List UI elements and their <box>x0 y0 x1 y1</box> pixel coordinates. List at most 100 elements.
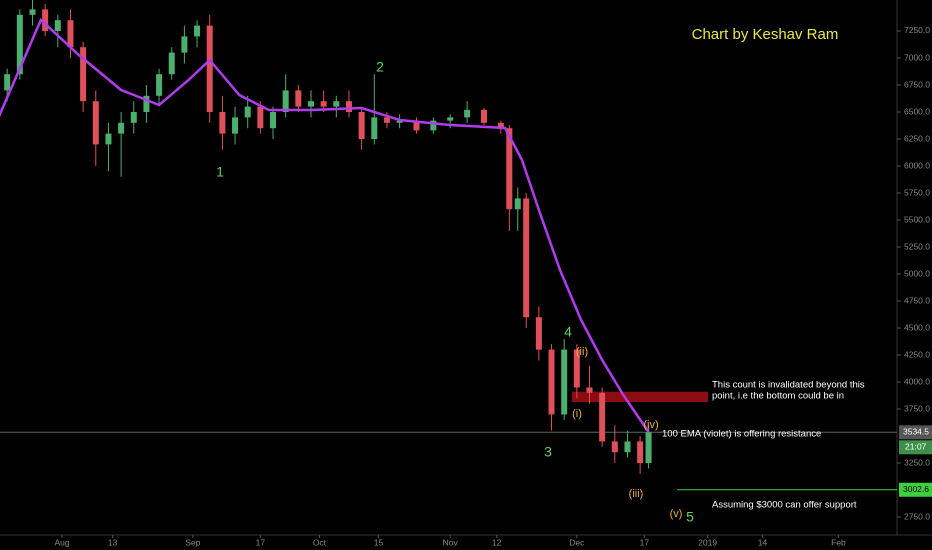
subwave-label: (ii) <box>576 346 588 358</box>
candle-body <box>105 133 112 145</box>
invalidation-zone <box>572 391 708 403</box>
candle-body <box>29 9 36 15</box>
candle-body <box>413 120 420 131</box>
countdown-box <box>899 440 932 455</box>
x-tick-label: Aug <box>54 537 69 547</box>
candle-body <box>143 95 150 113</box>
wave-label: 4 <box>564 324 572 340</box>
candle-body <box>535 317 542 350</box>
candle-body <box>244 106 251 118</box>
candle-body <box>333 101 340 107</box>
chart-title: Chart by Keshav Ram <box>692 26 839 43</box>
x-tick-label: 15 <box>374 537 384 547</box>
candle-body <box>257 106 264 129</box>
last-price-label: 3534.5 <box>903 427 929 437</box>
countdown-label: 21:07 <box>905 442 927 452</box>
annotation: point, i.e the bottom could be in <box>712 391 844 402</box>
candle-body <box>523 198 530 318</box>
y-tick-label: 5500.0 <box>904 214 930 224</box>
candle-body <box>506 128 513 210</box>
candle-body <box>497 122 504 129</box>
candle-body <box>514 198 521 210</box>
candle-body <box>156 74 163 96</box>
wave-label: 5 <box>686 509 694 525</box>
candle-body <box>371 117 378 140</box>
candle-body <box>345 101 352 113</box>
candle-body <box>219 112 226 134</box>
subwave-label: (iv) <box>643 419 658 431</box>
candle-body <box>358 112 365 140</box>
wave-label: 3 <box>544 444 552 460</box>
candle-body <box>396 120 403 123</box>
annotation: Assuming $3000 can offer support <box>712 500 857 511</box>
x-tick-label: 17 <box>256 537 266 547</box>
candle-body <box>67 20 74 48</box>
annotation: 100 EMA (violet) is offering resistance <box>662 429 821 440</box>
candle-body <box>92 101 99 145</box>
x-tick-label: 12 <box>492 537 502 547</box>
y-tick-label: 3250.0 <box>904 457 930 467</box>
candle-body <box>54 20 61 31</box>
y-tick-label: 4250.0 <box>904 349 930 359</box>
candle-body <box>464 109 471 118</box>
y-tick-label: 6750.0 <box>904 79 930 89</box>
candle-body <box>16 14 23 75</box>
y-tick-label: 4500.0 <box>904 322 930 332</box>
y-tick-label: 6000.0 <box>904 160 930 170</box>
candle-body <box>168 52 175 75</box>
x-tick-label: Dec <box>569 537 585 547</box>
candle-body <box>118 122 125 134</box>
candle-body <box>561 349 568 415</box>
candle-body <box>573 349 580 388</box>
candle-body <box>270 112 277 129</box>
ema-line <box>0 17 650 433</box>
x-tick-label: 13 <box>108 537 118 547</box>
subwave-label: (iii) <box>629 488 644 500</box>
annotation: This count is invalidated beyond this <box>712 380 865 391</box>
candle-body <box>637 441 644 464</box>
candle-body <box>586 387 593 393</box>
x-tick-label: 17 <box>640 537 650 547</box>
y-tick-label: 6500.0 <box>904 106 930 116</box>
x-tick-label: 14 <box>758 537 768 547</box>
candle-body <box>42 9 49 31</box>
subwave-label: (v) <box>670 508 683 520</box>
candle-body <box>481 109 488 123</box>
candle-body <box>548 349 555 415</box>
candle-body <box>611 441 618 453</box>
y-tick-label: 7250.0 <box>904 25 930 35</box>
x-tick-label: Oct <box>313 537 327 547</box>
y-tick-label: 4750.0 <box>904 295 930 305</box>
candle-body <box>4 74 11 91</box>
candle-body <box>80 47 87 102</box>
wave-label: 1 <box>216 164 224 180</box>
y-tick-label: 6250.0 <box>904 133 930 143</box>
candle-body <box>383 117 390 123</box>
support-label: 3002.6 <box>903 484 929 494</box>
wave-label: 2 <box>376 59 384 75</box>
candle-body <box>320 101 327 107</box>
last-price-box <box>899 425 932 440</box>
x-tick-label: Sep <box>185 537 200 547</box>
candle-body <box>599 392 606 442</box>
candle-body <box>295 90 302 107</box>
candle-body <box>206 25 213 113</box>
y-tick-label: 5250.0 <box>904 241 930 251</box>
candle-body <box>282 90 289 113</box>
candle-body <box>447 117 454 121</box>
y-tick-label: 2750.0 <box>904 511 930 521</box>
candle-body <box>232 117 239 134</box>
subwave-label: (i) <box>572 408 582 420</box>
y-tick-label: 7000.0 <box>904 52 930 62</box>
candle-body <box>624 441 631 453</box>
x-tick-label: Nov <box>443 537 459 547</box>
y-tick-label: 5750.0 <box>904 187 930 197</box>
x-tick-label: Feb <box>831 537 846 547</box>
candle-body <box>194 25 201 37</box>
support-box <box>899 482 932 497</box>
x-tick-label: 2019 <box>698 537 717 547</box>
y-tick-label: 4000.0 <box>904 376 930 386</box>
y-tick-label: 3750.0 <box>904 403 930 413</box>
